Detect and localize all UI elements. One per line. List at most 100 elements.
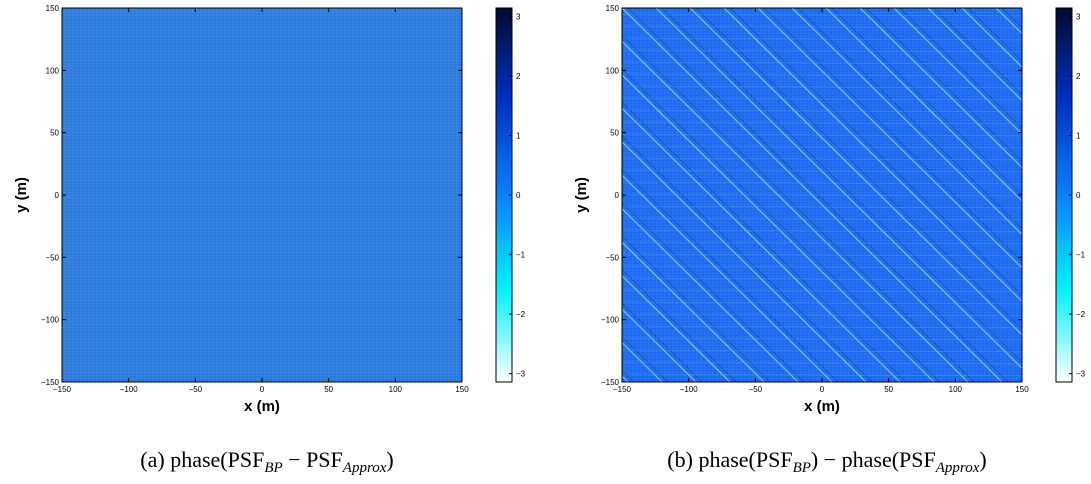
y-axis-label: y (m) [13,177,30,213]
x-tick-label: −150 [613,385,632,394]
streak [723,8,1022,303]
colorbar-tick-label: −2 [1076,310,1086,319]
x-tick-label: 50 [324,385,333,394]
streak [757,8,1022,269]
band [622,265,1022,269]
colorbar-tick-label: 0 [516,191,521,200]
x-axis-label: x (m) [244,398,280,415]
y-axis-label: y (m) [573,177,590,213]
caption-part: (a) phase(PSF [140,447,264,472]
y-tick-label: 100 [46,66,60,75]
streak [825,8,1022,202]
streak [893,8,1022,135]
band [622,253,1022,257]
x-tick-label: 150 [455,385,469,394]
colorbar-tick-label: 2 [516,72,521,81]
x-tick-label: 0 [820,385,825,394]
x-tick-label: −50 [749,385,763,394]
streak [622,207,799,382]
streaks [622,8,1091,382]
caption-part: Approx [342,460,387,476]
band [622,361,1022,365]
band [622,157,1022,161]
y-tick-label: −50 [45,253,59,262]
caption-part: ) − phase(PSF [811,447,936,472]
y-tick-label: 50 [50,129,59,138]
band [622,121,1022,125]
caption-part: ) [979,447,986,472]
streak-dark [622,135,873,382]
band [622,109,1022,113]
panel: −150 −100 −50 0 50 100 150 −150 −100 −50 0 50 100 150… [573,4,1091,476]
band [622,181,1022,185]
band [622,193,1022,197]
streak [622,74,935,382]
streak-dark [831,8,1022,196]
colorbar-tick-label: 2 [1076,72,1081,81]
band [622,325,1022,329]
y-tick-label: 150 [606,4,620,13]
band [622,229,1022,233]
streak-dark [622,302,703,382]
caption-part: Approx [935,460,980,476]
streak-dark [865,8,1022,163]
colorbar-tick-label: 1 [516,131,521,140]
streak-dark [763,8,1022,263]
y-tick-label: 50 [610,129,619,138]
band [622,85,1022,89]
streak [791,8,1022,236]
y-tick-label: −150 [41,378,60,387]
colorbar-tick-label: −1 [1076,251,1086,260]
band [622,373,1022,377]
y-tick-label: −150 [601,378,620,387]
streak-dark [797,8,1022,230]
colorbar-tick-label: 3 [516,12,521,21]
band [622,277,1022,281]
band [622,97,1022,101]
colorbar-tick-label: −2 [516,310,526,319]
x-tick-label: 100 [389,385,403,394]
colorbar-tick-label: 3 [1076,12,1081,21]
colorbar-tick-label: 0 [1076,191,1081,200]
y-tick-label: 0 [55,191,60,200]
streak [622,274,731,382]
streak [622,308,697,382]
y-tick-label: 150 [46,4,60,13]
band [622,313,1022,317]
band [622,289,1022,293]
x-tick-label: 0 [260,385,265,394]
x-tick-label: −100 [120,385,139,394]
band [622,145,1022,149]
band [622,13,1022,17]
band [622,73,1022,77]
x-tick-label: 150 [1015,385,1029,394]
colorbar-tick-label: −3 [1076,370,1086,379]
band [622,49,1022,53]
streak-dark [622,202,805,382]
band [622,241,1022,245]
streak [622,107,901,382]
band [622,61,1022,65]
y-tick-label: 0 [615,191,620,200]
streak [622,241,765,382]
streak-dark [622,269,737,382]
caption-part: (b) phase(PSF [667,447,792,472]
colorbar-tick-label: −3 [516,370,526,379]
x-tick-label: 50 [884,385,893,394]
band [622,337,1022,341]
x-tick-label: −50 [189,385,203,394]
streak-dark [622,168,839,382]
streak-dark [622,101,907,382]
streak-dark [695,8,1022,330]
streak [622,141,867,382]
x-axis-label: x (m) [804,398,840,415]
caption-part: ) [386,447,393,472]
panel: −150 −100 −50 0 50 100 150 −150 −100 −50 0 50 100 150… [13,4,526,476]
caption: (a) phase(PSFBP − PSFApprox) [140,447,393,476]
x-tick-label: −150 [53,385,72,394]
streak-dark [899,8,1022,129]
caption-part: BP [264,460,282,476]
colorbar-tick-label: −1 [516,251,526,260]
streak-dark [1070,8,1091,382]
